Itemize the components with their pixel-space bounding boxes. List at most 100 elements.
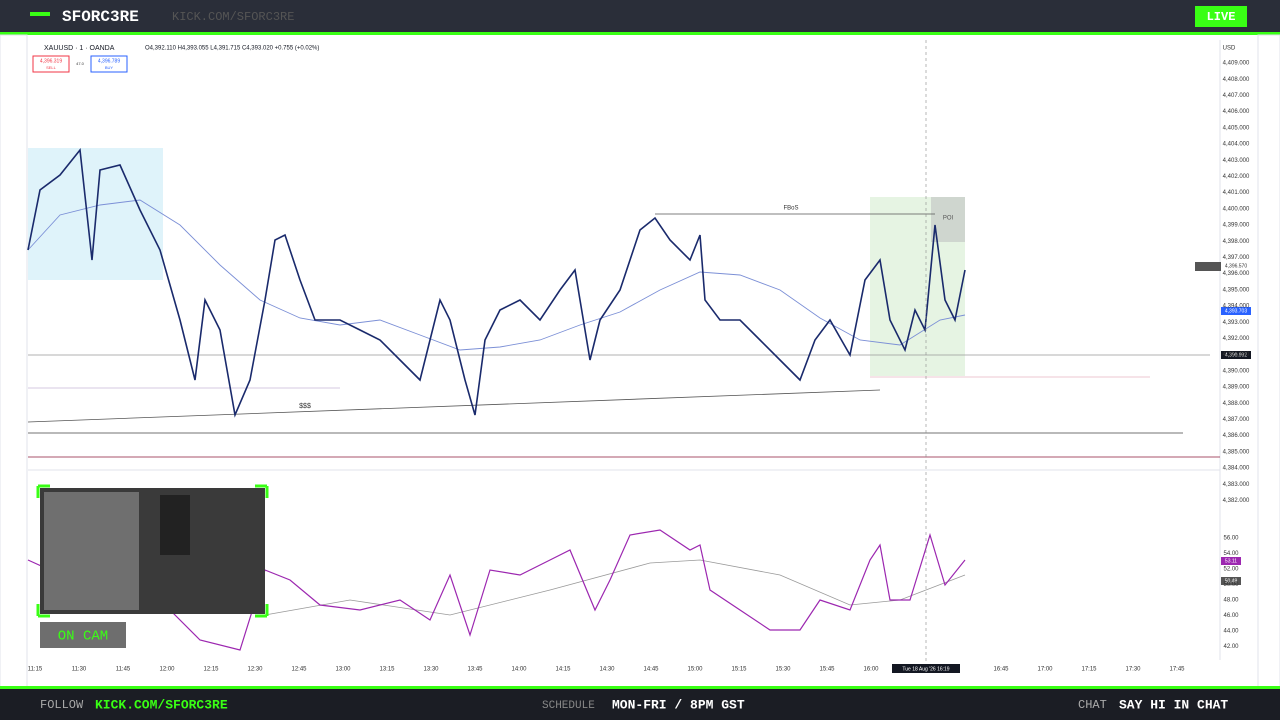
price-tick-label: 4,396.000 <box>1223 271 1250 277</box>
symbol: XAUUSD · 1 · OANDA <box>44 45 115 52</box>
price-tick-label: 4,389.000 <box>1223 385 1250 391</box>
price-tick-label: 4,402.000 <box>1223 174 1250 180</box>
rsi-value-box <box>1221 557 1241 565</box>
cursor-time-box <box>892 664 960 673</box>
rsi-tick-label: 52.00 <box>1223 567 1239 573</box>
time-label: 15:15 <box>731 667 747 673</box>
time-label: 17:45 <box>1169 667 1185 673</box>
time-label: 11:45 <box>116 667 131 673</box>
schedule: MON-FRI / 8PM GST <box>612 697 745 712</box>
rsi-tick-label: 42.00 <box>1223 644 1239 650</box>
rsi-tick-label: 56.00 <box>1223 536 1239 542</box>
price-tick-label: 4,398.000 <box>1223 239 1250 245</box>
bottom-bar <box>0 689 1280 720</box>
buy-price: 4,396.789 <box>98 58 120 64</box>
follow-label: FOLLOW <box>40 698 84 712</box>
liquidity-label: $$$ <box>299 403 311 410</box>
brand: SFORC3RE <box>62 8 139 26</box>
time-label: 16:45 <box>993 667 1009 673</box>
rsi-signal-box <box>1221 577 1241 585</box>
rsi-signal-value: 50.49 <box>1225 578 1238 584</box>
fbos-label: FBoS <box>783 206 798 212</box>
price-tick-label: 4,386.000 <box>1223 433 1250 439</box>
poi-label: POI <box>943 216 954 222</box>
cursor-price: 4,390.992 <box>1225 352 1247 358</box>
time-label: 12:15 <box>203 667 219 673</box>
brand-mark <box>30 12 50 16</box>
rsi-tick-label: 48.00 <box>1223 598 1239 604</box>
schedule-label: SCHEDULE <box>542 700 595 712</box>
time-label: 13:45 <box>467 667 483 673</box>
price-tick-label: 4,401.000 <box>1223 190 1250 196</box>
price-tick-label: 4,408.000 <box>1223 77 1250 83</box>
price-line <box>27 147 966 418</box>
price-tick-label: 4,403.000 <box>1223 158 1250 164</box>
live-badge <box>1195 6 1247 27</box>
top-accent <box>0 32 1280 35</box>
time-label: 12:00 <box>159 667 175 673</box>
on-cam: ON CAM <box>58 629 108 645</box>
rsi-tick-label: 44.00 <box>1223 629 1239 635</box>
live: LIVE <box>1207 10 1236 24</box>
last-price: 4,396.570 <box>1225 263 1247 269</box>
price-tick-label: 4,382.000 <box>1223 498 1250 504</box>
spread: 47.0 <box>76 61 85 66</box>
price-tick-label: 4,390.000 <box>1223 368 1250 374</box>
price-tick-label: 4,409.000 <box>1223 61 1250 67</box>
top-bar <box>0 0 1280 34</box>
ma-price-box <box>1221 307 1251 315</box>
trendline <box>27 389 881 423</box>
price-tick-label: 4,406.000 <box>1223 109 1250 115</box>
price-tick-label: 4,387.000 <box>1223 417 1250 423</box>
rsi-tick-label: 50.00 <box>1223 582 1239 588</box>
cursor-time: Tue 18 Aug '26 16:19 <box>902 666 949 672</box>
sell-label: SELL <box>46 65 57 70</box>
price-tick-label: 4,392.000 <box>1223 336 1250 342</box>
price-tick-label: 4,383.000 <box>1223 482 1250 488</box>
time-label: 12:45 <box>291 667 307 673</box>
sell-price: 4,396.319 <box>40 58 62 64</box>
cursor-price-box <box>1221 351 1251 359</box>
chat-label: CHAT <box>1078 698 1107 712</box>
follow-url: KICK.COM/SFORC3RE <box>95 697 228 712</box>
rsi-tick-label: 54.00 <box>1223 551 1239 557</box>
ohlc: O4,392.110 H4,393.055 L4,391.715 C4,393.… <box>145 46 319 52</box>
time-label: 15:00 <box>687 667 703 673</box>
rsi-signal <box>264 559 966 616</box>
rsi-value: 53.11 <box>1225 558 1237 564</box>
time-label: 17:15 <box>1081 667 1097 673</box>
price-tick-label: 4,400.000 <box>1223 206 1250 212</box>
left-toolbar <box>0 34 28 689</box>
price-tick-label: 4,391.000 <box>1223 352 1250 358</box>
price-tick-label: 4,395.000 <box>1223 287 1250 293</box>
last-price-box <box>1195 262 1221 271</box>
time-label: 11:30 <box>72 667 87 673</box>
time-label: 13:30 <box>423 667 439 673</box>
buy-button[interactable] <box>90 55 128 73</box>
right-toolbar <box>1257 34 1280 689</box>
sell-button[interactable] <box>32 55 70 73</box>
price-tick-label: 4,397.000 <box>1223 255 1250 261</box>
webcam-pc <box>160 495 190 555</box>
webcam-frame <box>36 484 269 618</box>
price-tick-label: 4,388.000 <box>1223 401 1250 407</box>
url-ghost: KICK.COM/SFORC3RE <box>172 10 294 24</box>
time-label: 14:30 <box>599 667 615 673</box>
price-tick-label: 4,384.000 <box>1223 466 1250 472</box>
currency: USD <box>1223 46 1236 52</box>
buy-label: BUY <box>105 65 114 70</box>
price-tick-label: 4,404.000 <box>1223 142 1250 148</box>
rsi-tick-label: 46.00 <box>1223 613 1239 619</box>
time-label: 13:00 <box>335 667 351 673</box>
time-label: 14:00 <box>511 667 527 673</box>
time-label: 17:30 <box>1125 667 1141 673</box>
time-label: 14:45 <box>643 667 659 673</box>
time-label: 15:45 <box>819 667 835 673</box>
price-tick-label: 4,394.000 <box>1223 304 1250 310</box>
price-tick-label: 4,393.000 <box>1223 320 1250 326</box>
chat: SAY HI IN CHAT <box>1119 697 1228 712</box>
time-label: 12:30 <box>247 667 263 673</box>
time-label: 16:00 <box>863 667 879 673</box>
